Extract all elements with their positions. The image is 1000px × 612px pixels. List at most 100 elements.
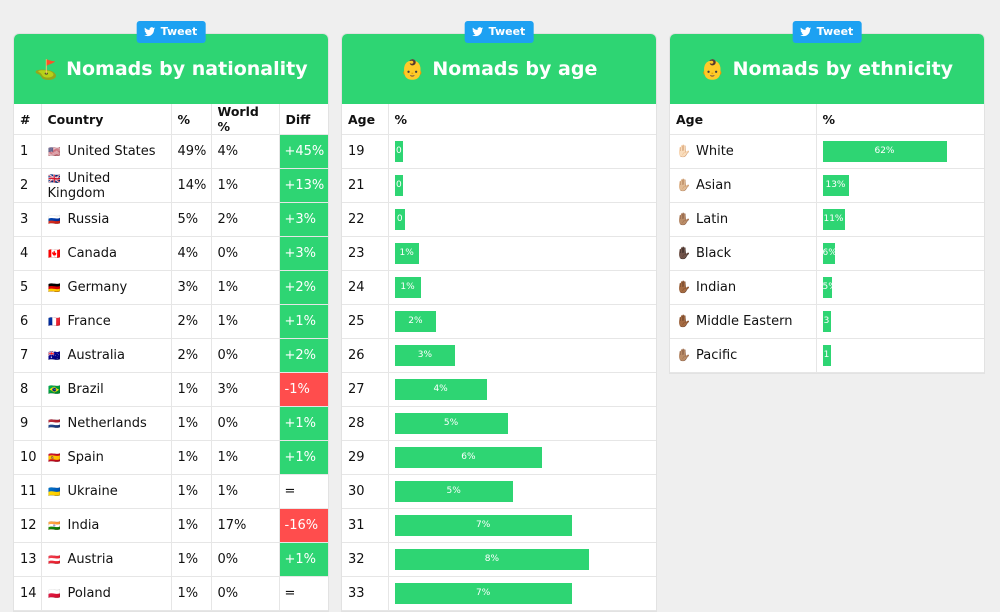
column-header-percent[interactable]: %: [388, 104, 656, 135]
ethnicity-bar: 1: [822, 345, 831, 366]
table-row[interactable]: 28 5%: [342, 406, 656, 441]
column-header-age[interactable]: Age: [342, 104, 389, 135]
rank-cell: 1: [14, 134, 42, 169]
age-bar: 7%: [394, 583, 572, 604]
panel-header: 👶 Nomads by ethnicity: [670, 34, 984, 104]
column-header-diff[interactable]: Diff: [279, 104, 328, 135]
column-header-percent[interactable]: %: [171, 104, 212, 135]
column-header-world-percent[interactable]: World %: [211, 104, 280, 135]
diff-cell: +3%: [279, 236, 328, 271]
table-row[interactable]: 11 🇺🇦 Ukraine 1% 1% =: [14, 474, 328, 509]
percent-cell: 1%: [171, 372, 212, 407]
panel-title: Nomads by ethnicity: [732, 58, 954, 80]
diff-cell: -16%: [279, 508, 328, 543]
diff-cell: +2%: [279, 338, 328, 373]
table-row[interactable]: 13 🇦🇹 Austria 1% 0% +1%: [14, 542, 328, 577]
table-row[interactable]: 29 6%: [342, 440, 656, 475]
country-name: Canada: [67, 246, 117, 261]
country-name: Ukraine: [67, 484, 118, 499]
table-row[interactable]: ✋🏽 Latin 11%: [670, 202, 984, 237]
tweet-button-nationality[interactable]: Tweet: [136, 21, 206, 43]
hand-icon: ✋🏾: [676, 280, 691, 294]
age-cell: 29: [342, 440, 389, 475]
table-row[interactable]: ✋🏾 Middle Eastern 3: [670, 304, 984, 339]
table-row[interactable]: 9 🇳🇱 Netherlands 1% 0% +1%: [14, 406, 328, 441]
percent-cell: 2%: [171, 338, 212, 373]
ethnicity-cell: ✋🏽 Pacific: [670, 338, 817, 373]
table-row[interactable]: 31 7%: [342, 508, 656, 543]
table-row[interactable]: 32 8%: [342, 542, 656, 577]
country-flag-icon: 🇺🇸: [48, 147, 61, 158]
table-row[interactable]: 7 🇦🇺 Australia 2% 0% +2%: [14, 338, 328, 373]
column-header-age[interactable]: Age: [670, 104, 817, 135]
country-flag-icon: 🇨🇦: [48, 249, 61, 260]
country-cell: 🇵🇱 Poland: [41, 576, 172, 611]
table-row[interactable]: 2 🇬🇧 United Kingdom 14% 1% +13%: [14, 168, 328, 203]
table-row[interactable]: 4 🇨🇦 Canada 4% 0% +3%: [14, 236, 328, 271]
column-header-rank[interactable]: #: [14, 104, 42, 135]
country-name: Russia: [67, 212, 110, 227]
table-row[interactable]: 33 7%: [342, 576, 656, 611]
country-name: France: [67, 314, 111, 329]
country-flag-icon: 🇬🇧: [48, 173, 61, 185]
age-cell: 32: [342, 542, 389, 577]
ethnicity-bar: 5%: [822, 277, 832, 298]
diff-value: +13%: [279, 169, 328, 202]
table-row[interactable]: 8 🇧🇷 Brazil 1% 3% -1%: [14, 372, 328, 407]
table-row[interactable]: ✋🏻 White 62%: [670, 134, 984, 169]
table-row[interactable]: ✋🏽 Pacific 1: [670, 338, 984, 373]
world-percent-cell: 4%: [211, 134, 280, 169]
table-row[interactable]: 10 🇪🇸 Spain 1% 1% +1%: [14, 440, 328, 475]
table-row[interactable]: 24 1%: [342, 270, 656, 305]
bar-cell: 3: [816, 304, 984, 339]
diff-cell: +45%: [279, 134, 328, 169]
bar-cell: 5%: [388, 406, 656, 441]
world-percent-cell: 1%: [211, 168, 280, 203]
column-header-percent[interactable]: %: [816, 104, 984, 135]
country-name: India: [67, 518, 100, 533]
table-row[interactable]: 6 🇫🇷 France 2% 1% +1%: [14, 304, 328, 339]
age-cell: 28: [342, 406, 389, 441]
bar-cell: 6%: [816, 236, 984, 271]
diff-cell: +3%: [279, 202, 328, 237]
diff-value: =: [284, 484, 296, 499]
baby-icon: 👶: [700, 58, 725, 81]
age-bar: 2%: [394, 311, 437, 332]
tweet-button-ethnicity[interactable]: Tweet: [792, 21, 862, 43]
country-cell: 🇺🇸 United States: [41, 134, 172, 169]
table-row[interactable]: 27 4%: [342, 372, 656, 407]
tweet-label: Tweet: [816, 25, 854, 38]
table-row[interactable]: 1 🇺🇸 United States 49% 4% +45%: [14, 134, 328, 169]
rank-cell: 9: [14, 406, 42, 441]
table-row[interactable]: 23 1%: [342, 236, 656, 271]
hand-icon: ✋🏻: [676, 144, 691, 158]
ethnicity-name: Pacific: [696, 348, 738, 363]
diff-cell: -1%: [279, 372, 328, 407]
table-row[interactable]: 12 🇮🇳 India 1% 17% -16%: [14, 508, 328, 543]
table-row[interactable]: 22 0: [342, 202, 656, 237]
table-row[interactable]: 30 5%: [342, 474, 656, 509]
table-row[interactable]: 19 0: [342, 134, 656, 169]
percent-cell: 1%: [171, 576, 212, 611]
table-row[interactable]: ✋🏿 Black 6%: [670, 236, 984, 271]
panel-header: ⛳ Nomads by nationality: [14, 34, 328, 104]
table-row[interactable]: 5 🇩🇪 Germany 3% 1% +2%: [14, 270, 328, 305]
ethnicity-name: Black: [696, 246, 732, 261]
table-row[interactable]: ✋🏾 Indian 5%: [670, 270, 984, 305]
table-row[interactable]: 21 0: [342, 168, 656, 203]
table-row[interactable]: 26 3%: [342, 338, 656, 373]
twitter-bird-icon: [800, 27, 812, 37]
ethnicity-cell: ✋🏾 Indian: [670, 270, 817, 305]
table-row[interactable]: 3 🇷🇺 Russia 5% 2% +3%: [14, 202, 328, 237]
table-row[interactable]: ✋🏼 Asian 13%: [670, 168, 984, 203]
table-row[interactable]: 25 2%: [342, 304, 656, 339]
age-bar: 7%: [394, 515, 572, 536]
column-header-country[interactable]: Country: [41, 104, 172, 135]
world-percent-cell: 0%: [211, 236, 280, 271]
tweet-button-age[interactable]: Tweet: [464, 21, 534, 43]
bar-cell: 6%: [388, 440, 656, 475]
table-row[interactable]: 14 🇵🇱 Poland 1% 0% =: [14, 576, 328, 611]
bar-cell: 3%: [388, 338, 656, 373]
ethnicity-bar: 6%: [822, 243, 835, 264]
bar-cell: 5%: [388, 474, 656, 509]
